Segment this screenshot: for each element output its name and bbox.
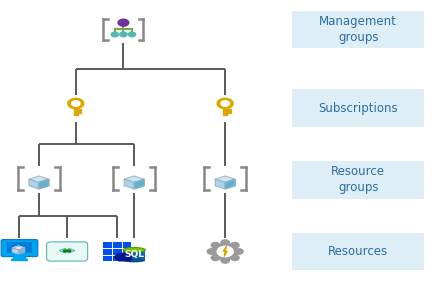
Bar xyxy=(74,106,78,115)
Circle shape xyxy=(211,255,220,260)
Polygon shape xyxy=(215,179,225,189)
FancyBboxPatch shape xyxy=(292,10,424,48)
FancyBboxPatch shape xyxy=(292,233,424,270)
Bar xyxy=(123,250,145,260)
Polygon shape xyxy=(215,176,235,182)
Circle shape xyxy=(118,19,129,26)
Circle shape xyxy=(120,32,127,37)
Circle shape xyxy=(64,250,66,252)
Circle shape xyxy=(68,98,84,109)
Circle shape xyxy=(68,250,71,252)
Circle shape xyxy=(217,98,233,109)
Bar xyxy=(227,109,231,110)
Text: <: < xyxy=(58,246,67,256)
FancyBboxPatch shape xyxy=(292,89,424,127)
FancyBboxPatch shape xyxy=(47,242,87,261)
Polygon shape xyxy=(29,179,39,189)
Circle shape xyxy=(217,246,233,257)
Text: SQL: SQL xyxy=(124,250,144,259)
Circle shape xyxy=(221,258,229,263)
Text: Resources: Resources xyxy=(328,245,388,258)
Text: Management
groups: Management groups xyxy=(320,15,397,44)
FancyBboxPatch shape xyxy=(1,240,38,257)
Circle shape xyxy=(231,255,239,260)
Circle shape xyxy=(211,243,220,248)
Polygon shape xyxy=(134,179,144,189)
Polygon shape xyxy=(13,255,26,259)
Circle shape xyxy=(231,243,239,248)
Ellipse shape xyxy=(123,259,145,262)
Polygon shape xyxy=(29,176,49,182)
Ellipse shape xyxy=(123,248,145,252)
FancyBboxPatch shape xyxy=(292,161,424,199)
Bar xyxy=(78,111,81,113)
Polygon shape xyxy=(124,179,134,189)
Polygon shape xyxy=(12,259,27,260)
Polygon shape xyxy=(124,176,144,182)
Polygon shape xyxy=(225,179,235,189)
Text: Resource
groups: Resource groups xyxy=(331,165,385,194)
Circle shape xyxy=(221,101,229,106)
Circle shape xyxy=(221,240,229,245)
Circle shape xyxy=(213,243,238,260)
Bar xyxy=(78,109,81,110)
Circle shape xyxy=(71,101,80,106)
Circle shape xyxy=(128,32,136,37)
Bar xyxy=(6,242,32,253)
Polygon shape xyxy=(114,253,131,261)
Circle shape xyxy=(66,250,68,252)
Text: >: > xyxy=(67,246,76,256)
Bar xyxy=(103,242,131,261)
Text: Subscriptions: Subscriptions xyxy=(319,102,398,115)
Polygon shape xyxy=(39,179,49,189)
Circle shape xyxy=(111,32,119,37)
Circle shape xyxy=(121,254,129,260)
Polygon shape xyxy=(13,248,19,254)
Polygon shape xyxy=(19,248,25,254)
Polygon shape xyxy=(223,246,227,257)
Polygon shape xyxy=(13,246,25,250)
Circle shape xyxy=(207,249,216,254)
Circle shape xyxy=(235,249,243,254)
Bar xyxy=(223,106,227,115)
Bar xyxy=(227,111,231,113)
